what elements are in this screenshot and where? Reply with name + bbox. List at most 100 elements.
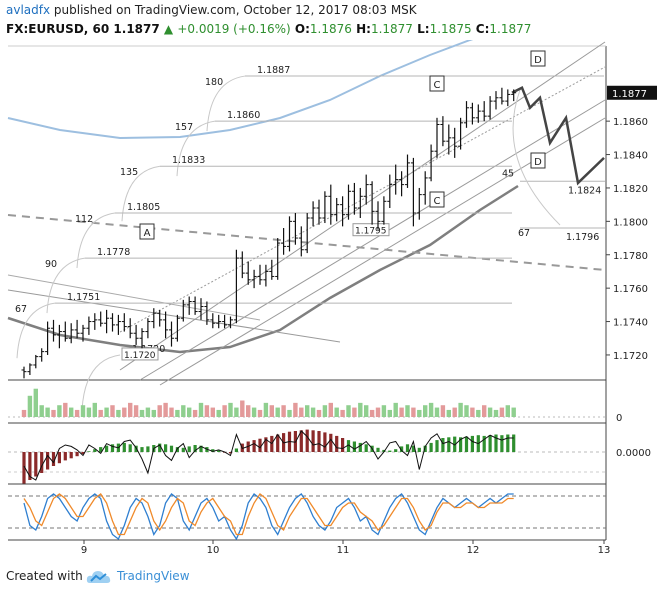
macd-histogram-bar xyxy=(500,435,504,452)
symbol-line: FX:EURUSD, 60 1.1877 ▲ +0.0019 (+0.16%) … xyxy=(6,22,531,36)
publish-line: avladfx published on TradingView.com, Oc… xyxy=(6,3,417,17)
price-axis-label: 1.1780 xyxy=(613,251,648,262)
macd-histogram-bar xyxy=(447,437,451,452)
fib-angle-label: 112 xyxy=(75,214,93,225)
volume-bar xyxy=(269,405,274,417)
macd-histogram-bar xyxy=(464,436,469,452)
macd-histogram-bar xyxy=(128,444,132,452)
macd-histogram-bar xyxy=(99,447,103,452)
volume-bar xyxy=(57,405,62,417)
volume-bar xyxy=(275,407,280,417)
fib-arc xyxy=(121,165,161,222)
volume-bar xyxy=(45,407,50,417)
ohlc-key-close: C: xyxy=(475,22,490,36)
macd-histogram-bar xyxy=(34,452,38,477)
macd-histogram-bar xyxy=(199,445,203,452)
macd-histogram-bar xyxy=(22,452,26,484)
macd-histogram-bar xyxy=(63,452,67,461)
volume-bar xyxy=(334,407,339,417)
volume-bar xyxy=(86,407,92,417)
volume-bar xyxy=(145,407,151,417)
footer: Created with TradingView xyxy=(0,562,660,594)
fib-arc xyxy=(176,120,216,177)
macd-histogram-bar xyxy=(181,447,185,452)
volume-bar xyxy=(69,407,74,417)
price-axis-label: 1.1840 xyxy=(613,151,648,162)
volume-bar xyxy=(263,402,269,417)
macd-histogram-bar xyxy=(28,452,32,480)
volume-bar xyxy=(251,407,257,417)
volume-bar xyxy=(358,402,363,417)
volume-bar xyxy=(487,407,493,417)
volume-bar xyxy=(316,409,322,417)
macd-histogram-bar xyxy=(69,452,73,459)
volume-bar xyxy=(139,409,145,417)
macd-histogram-bar xyxy=(335,435,339,452)
volume-bar xyxy=(204,405,210,417)
channel-label: C xyxy=(434,196,441,207)
volume-bar xyxy=(446,409,451,417)
price-chart[interactable]: 1.18871801.18601571.18331351.18051121.17… xyxy=(0,40,660,562)
macd-histogram-bar xyxy=(494,434,498,452)
macd-histogram-bar xyxy=(364,444,368,452)
fan-level-label: 1.1824 xyxy=(568,185,601,196)
time-axis-label: 10 xyxy=(207,545,220,556)
volume-bar xyxy=(281,405,286,417)
volume-bar xyxy=(192,409,198,417)
macd-histogram-bar xyxy=(252,440,256,452)
macd-histogram-bar xyxy=(459,437,463,452)
macd-histogram-bar xyxy=(488,435,492,452)
time-axis-label: 9 xyxy=(81,545,87,556)
macd-histogram-bar xyxy=(376,447,380,452)
change-label: +0.0019 (+0.16%) xyxy=(177,22,291,36)
macd-histogram-bar xyxy=(75,452,79,457)
macd-histogram-bar xyxy=(429,442,433,452)
volume-bar xyxy=(499,407,505,417)
macd-histogram-bar xyxy=(512,434,516,452)
macd-histogram-bar xyxy=(110,444,115,452)
author-link[interactable]: avladfx xyxy=(6,3,51,17)
volume-bar xyxy=(482,405,487,417)
volume-bar xyxy=(33,388,38,417)
macd-histogram-bar xyxy=(358,442,362,452)
volume-bar xyxy=(340,409,345,417)
support-line xyxy=(7,274,261,321)
volume-bar xyxy=(240,400,245,417)
volume-bar xyxy=(222,405,227,417)
ohlc-value-high: 1.1877 xyxy=(370,22,413,36)
channel-label: D xyxy=(534,55,542,66)
macd-histogram-bar xyxy=(470,435,474,452)
stochastic-pane xyxy=(8,493,606,541)
macd-histogram-bar xyxy=(388,450,392,452)
volume-bar xyxy=(470,407,475,417)
fib-angle-label: 180 xyxy=(205,77,223,88)
macd-histogram-bar xyxy=(423,445,427,452)
low-callout-box xyxy=(121,347,159,361)
volume-bar xyxy=(133,405,139,417)
volume-bar xyxy=(151,409,156,417)
macd-histogram-bar xyxy=(93,449,97,452)
macd-histogram-bar xyxy=(81,452,85,455)
volume-bar xyxy=(128,402,133,417)
volume-bar xyxy=(364,405,369,417)
macd-histogram-bar xyxy=(441,438,445,452)
macd-histogram-bar xyxy=(317,431,321,452)
tradingview-link[interactable]: TradingView xyxy=(117,569,190,583)
volume-bar xyxy=(63,402,68,417)
macd-histogram-bar xyxy=(453,436,457,452)
volume-bar xyxy=(452,407,457,417)
last-price-tag-label: 1.1877 xyxy=(612,89,647,100)
macd-histogram-bar xyxy=(417,447,421,452)
blue-moving-average-line xyxy=(7,40,474,140)
chart-header: avladfx published on TradingView.com, Oc… xyxy=(0,0,660,40)
macd-axis-label: 0.0000 xyxy=(616,448,651,459)
volume-bar xyxy=(210,407,215,417)
up-arrow-icon: ▲ xyxy=(163,22,174,36)
volume-bar xyxy=(405,405,410,417)
fib-level-label: 1.1887 xyxy=(257,65,290,76)
macd-histogram-bar xyxy=(122,442,126,452)
volume-bar xyxy=(110,405,115,417)
ohlc-readout: O:1.1876 H:1.1877 L:1.1875 C:1.1877 xyxy=(295,22,531,36)
channel-label-box xyxy=(530,50,546,67)
volume-bar xyxy=(98,409,103,417)
